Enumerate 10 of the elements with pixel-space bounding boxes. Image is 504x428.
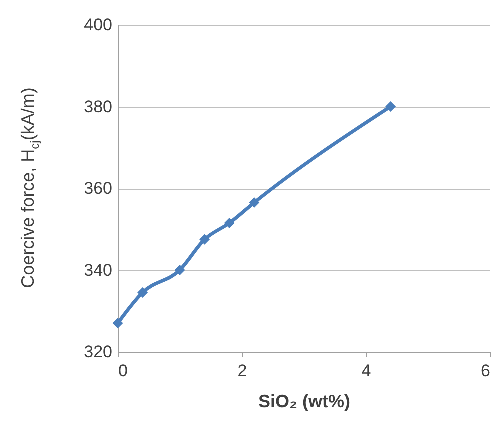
x-tick-label: 4 <box>362 362 372 380</box>
x-tick-label: 0 <box>118 362 128 380</box>
y-tick-label: 380 <box>84 97 112 116</box>
x-tick-label: 6 <box>481 362 490 380</box>
y-tick-label: 320 <box>84 342 112 362</box>
y-tick-label: 360 <box>84 179 112 198</box>
y-tick-label: 400 <box>84 16 112 34</box>
y-tick-label: 340 <box>84 260 112 280</box>
x-axis-title: SiO₂ (wt%) <box>258 392 350 412</box>
x-tick-label: 2 <box>238 362 248 380</box>
